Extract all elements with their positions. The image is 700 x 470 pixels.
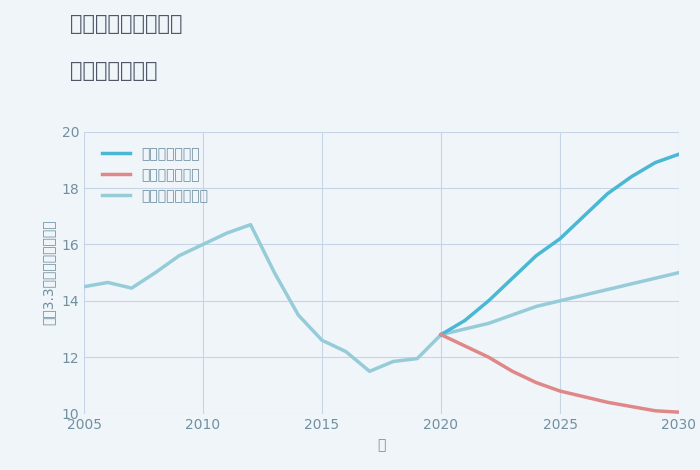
Legend: グッドシナリオ, バッドシナリオ, ノーマルシナリオ: グッドシナリオ, バッドシナリオ, ノーマルシナリオ [97, 141, 214, 208]
Text: 土地の価格推移: 土地の価格推移 [70, 61, 158, 81]
X-axis label: 年: 年 [377, 438, 386, 452]
Y-axis label: 坪（3.3㎡）単価（万円）: 坪（3.3㎡）単価（万円） [42, 220, 56, 325]
Text: 千葉県八街市沖渡の: 千葉県八街市沖渡の [70, 14, 183, 34]
